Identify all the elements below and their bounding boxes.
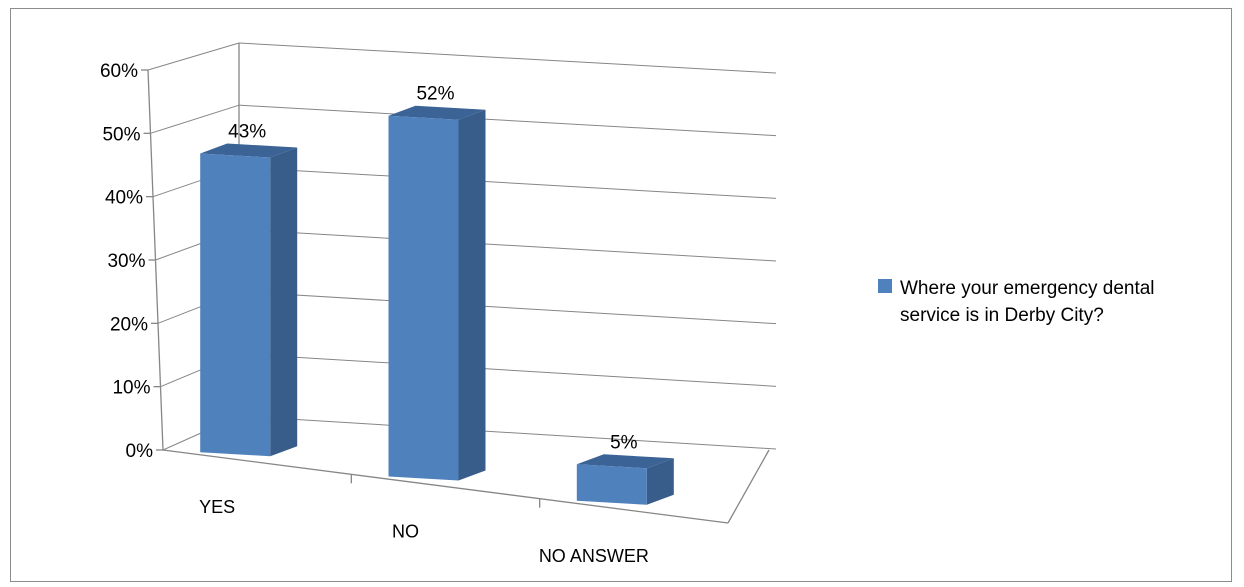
legend-swatch xyxy=(878,279,892,293)
bar-top xyxy=(200,143,298,158)
back-gridline xyxy=(238,291,777,325)
y-tick-label: 60% xyxy=(100,61,138,82)
y-tick-label: 40% xyxy=(105,188,143,209)
y-tick-label: 0% xyxy=(126,441,154,462)
x-category-label: NO xyxy=(392,522,419,542)
floor-front-edge xyxy=(162,449,729,524)
legend-label-line2: service is in Derby City? xyxy=(900,305,1104,326)
bar xyxy=(576,464,647,505)
data-label: 52% xyxy=(416,84,454,105)
x-category-label: NO ANSWER xyxy=(539,546,649,566)
side-gridline xyxy=(150,104,240,134)
bar xyxy=(388,115,459,481)
back-gridline xyxy=(238,353,777,387)
data-label: 5% xyxy=(610,432,638,453)
y-tick-label: 10% xyxy=(112,378,150,399)
back-gridline xyxy=(238,229,777,262)
bar-side xyxy=(646,458,674,505)
back-gridline xyxy=(238,42,777,74)
bar xyxy=(200,153,271,457)
back-gridline xyxy=(238,104,777,137)
bar-side xyxy=(458,109,486,481)
y-tick-label: 50% xyxy=(102,124,140,145)
legend-label-line1: Where your emergency dental xyxy=(900,278,1155,299)
x-category-label: YES xyxy=(199,497,235,517)
back-gridline xyxy=(238,166,777,199)
bar-top xyxy=(576,454,674,469)
data-label: 43% xyxy=(228,121,266,142)
bar-top xyxy=(388,105,486,120)
side-gridline xyxy=(147,42,240,71)
bar-side xyxy=(270,147,298,457)
y-tick-label: 30% xyxy=(107,251,145,272)
bars xyxy=(200,105,674,505)
floor-right-edge xyxy=(727,449,770,524)
y-tick-label: 20% xyxy=(110,314,148,335)
back-gridline xyxy=(238,415,777,450)
legend: Where your emergency dental service is i… xyxy=(878,278,1155,326)
labels: 0% 10% 20% 30% 40% 50% 60% 43% YES 52% NO 5% NO ANSW… xyxy=(100,61,649,566)
